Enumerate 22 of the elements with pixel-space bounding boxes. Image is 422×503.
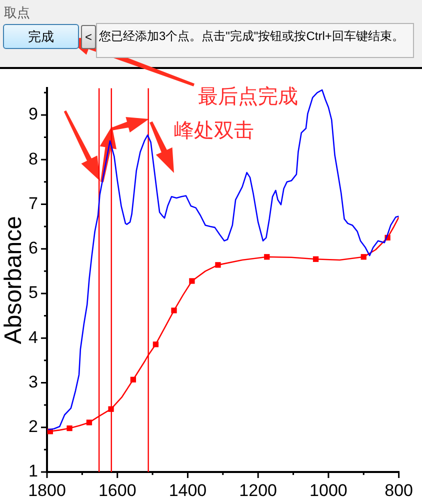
x-tick-label: 1800 [28, 480, 66, 500]
x-tick-label: 1200 [239, 480, 278, 500]
annotation: 最后点完成 [198, 86, 298, 108]
y-tick-label: 8 [28, 149, 38, 168]
y-tick-label: 5 [28, 283, 38, 302]
y-tick-label: 7 [28, 194, 38, 213]
x-tick-label: 1600 [98, 480, 136, 500]
y-tick-label: 4 [28, 328, 38, 347]
x-tick-label: 1000 [310, 480, 348, 500]
annotation: 峰处双击 [174, 120, 254, 142]
y-tick-label: 6 [28, 238, 38, 258]
y-tick-label: 3 [28, 372, 38, 392]
button[interactable]: 完成 [3, 24, 79, 49]
x-tick-label: 1400 [168, 480, 207, 500]
y-tick-label: 9 [28, 104, 38, 124]
y-tick-label: 2 [28, 417, 38, 436]
y-axis-title: Absorbance [0, 216, 28, 344]
x-tick-label: 800 [384, 480, 414, 500]
button[interactable]: < [81, 25, 96, 49]
text: 取点 [4, 4, 30, 22]
text-field: 您已经添加3个点。点击"完成"按钮或按Ctrl+回车键结束。 [96, 23, 414, 58]
y-tick-label: 1 [28, 462, 38, 481]
